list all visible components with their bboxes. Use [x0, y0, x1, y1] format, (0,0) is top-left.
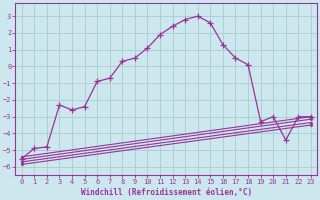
X-axis label: Windchill (Refroidissement éolien,°C): Windchill (Refroidissement éolien,°C)	[81, 188, 252, 197]
